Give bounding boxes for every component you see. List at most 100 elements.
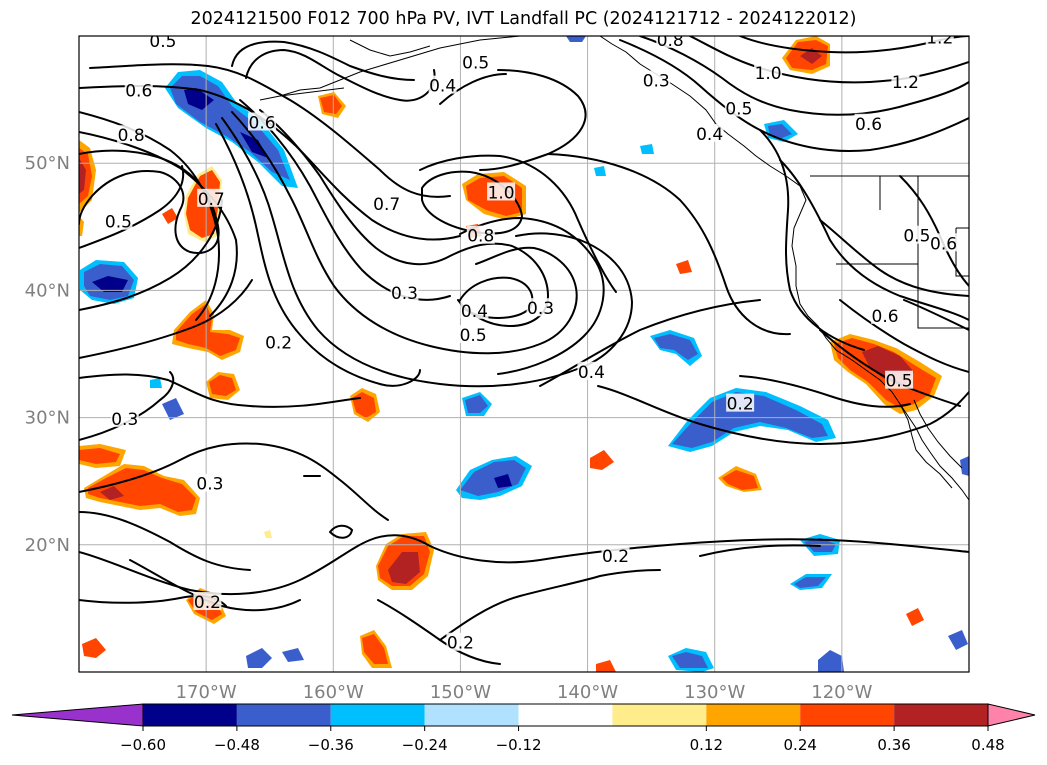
contour-label-background (642, 70, 671, 89)
pv-contour (79, 199, 223, 311)
contour-label: 0.5 (105, 213, 132, 233)
contour-label-background (461, 52, 490, 71)
contour-label: 0.6 (249, 113, 276, 133)
colorbar-tick-label: −0.24 (402, 736, 448, 754)
colorbar-tick-label: −0.12 (496, 736, 542, 754)
colorbar-bin (143, 704, 237, 726)
positive-anomaly-region (176, 304, 240, 356)
contour-label: 0.2 (265, 334, 292, 354)
pv-contour (903, 299, 969, 331)
colorbar-bin (894, 704, 988, 726)
coastlines-layer (259, 36, 969, 501)
negative-anomaly-region (566, 36, 586, 42)
pv-contour (619, 39, 969, 153)
pv-contour (215, 123, 297, 331)
negative-anomaly-region (240, 132, 268, 158)
latitude-tick-label: 20°N (25, 535, 70, 556)
contour-label: 0.8 (657, 31, 684, 51)
longitude-tick-label: 120°W (811, 682, 872, 703)
positive-anomaly-region (590, 450, 614, 470)
colorbar-tick-label: −0.36 (308, 736, 354, 754)
contour-label-background (248, 112, 277, 131)
contour-label: 0.7 (373, 195, 400, 215)
longitude-tick-label: 160°W (303, 682, 364, 703)
contour-label: 0.3 (391, 284, 418, 304)
pv-contour (329, 524, 353, 539)
contour-label-background (724, 98, 753, 117)
longitude-tick-label: 150°W (430, 682, 491, 703)
contour-label-background (885, 370, 914, 389)
contour-label: 0.6 (930, 234, 957, 254)
contour-label: 0.3 (527, 299, 554, 319)
baja-california-coastline (899, 403, 953, 489)
negative-anomaly-region (818, 650, 844, 672)
contour-label: 1.0 (488, 183, 515, 203)
colorbar-bin (518, 704, 613, 726)
pv-contour (419, 154, 617, 293)
contour-label-background (854, 113, 883, 132)
pv-contour (819, 329, 961, 407)
pv-contour (79, 165, 185, 249)
contour-label: 0.3 (111, 410, 138, 430)
contour-label-background (726, 393, 755, 412)
colorbar-tick-label: −0.60 (120, 736, 166, 754)
positive-anomaly-region (676, 260, 692, 274)
positive-anomaly-region (596, 660, 616, 672)
contour-label: 0.2 (727, 395, 754, 415)
contour-label: 1.2 (926, 28, 953, 48)
contour-label-background (372, 193, 401, 212)
alaska-peninsula-coastline (279, 39, 431, 97)
pv-contour (89, 63, 451, 198)
contour-label: 1.0 (755, 64, 782, 84)
negative-anomaly-region (672, 392, 828, 448)
pv-contour (79, 511, 251, 571)
negative-anomaly-region (640, 144, 654, 154)
pv-contour (547, 153, 791, 336)
state-borders (836, 176, 969, 329)
negative-anomaly-region (948, 630, 968, 650)
pv-contour (699, 544, 821, 557)
contour-label-background (428, 75, 457, 94)
contour-label: 0.5 (725, 100, 752, 120)
contour-label-background (871, 305, 900, 324)
colorbar-bin (236, 704, 331, 726)
axis-tick-labels: 170°W 160°W 150°W 140°W 130°W 120°W 20°N 30°N 40… (25, 153, 873, 703)
contour-label-background (656, 36, 685, 48)
positive-anomaly-region (388, 552, 420, 584)
contour-label: 0.8 (118, 126, 145, 146)
contour-label-background (390, 282, 419, 301)
negative-anomaly-region (465, 395, 488, 413)
contour-label: 1.2 (892, 73, 919, 93)
pv-contour (377, 599, 501, 665)
contour-label-background (466, 225, 495, 244)
colorbar-bin (800, 704, 895, 726)
colorbar-bin (706, 704, 801, 726)
pv-contour (839, 299, 969, 373)
contour-label-background (264, 332, 293, 351)
pv-contour (739, 375, 911, 408)
positive-anomaly-region (209, 375, 236, 396)
positive-anomaly-region (320, 95, 342, 114)
contour-label: 0.3 (196, 475, 223, 495)
pv-contour (639, 36, 969, 116)
contour-label-background (487, 182, 516, 201)
pv-contour (439, 569, 661, 641)
contour-label-background (197, 188, 226, 207)
colorbar-frame (142, 703, 989, 727)
latitude-tick-label: 50°N (25, 153, 70, 174)
pv-contour (79, 534, 969, 596)
contour-label: 0.6 (872, 307, 899, 327)
contour-label-background (195, 473, 224, 492)
contour-label: 0.8 (467, 227, 494, 247)
contour-label: 0.2 (602, 547, 629, 567)
colorbar-tick-label: 0.36 (877, 736, 910, 754)
contour-label-background (460, 300, 489, 319)
contour-label-background (695, 123, 724, 142)
contour-label-background (124, 80, 153, 99)
map-plot-area: 0.50.60.80.60.40.50.70.50.71.00.80.30.20… (79, 28, 969, 672)
contour-labels-layer: 0.50.60.80.60.40.50.70.50.71.00.80.30.20… (104, 28, 958, 654)
longitude-tick-label: 130°W (684, 682, 745, 703)
contour-label-background (459, 324, 488, 343)
pv-contour (819, 219, 969, 297)
colorbar-min-extension (11, 703, 144, 727)
